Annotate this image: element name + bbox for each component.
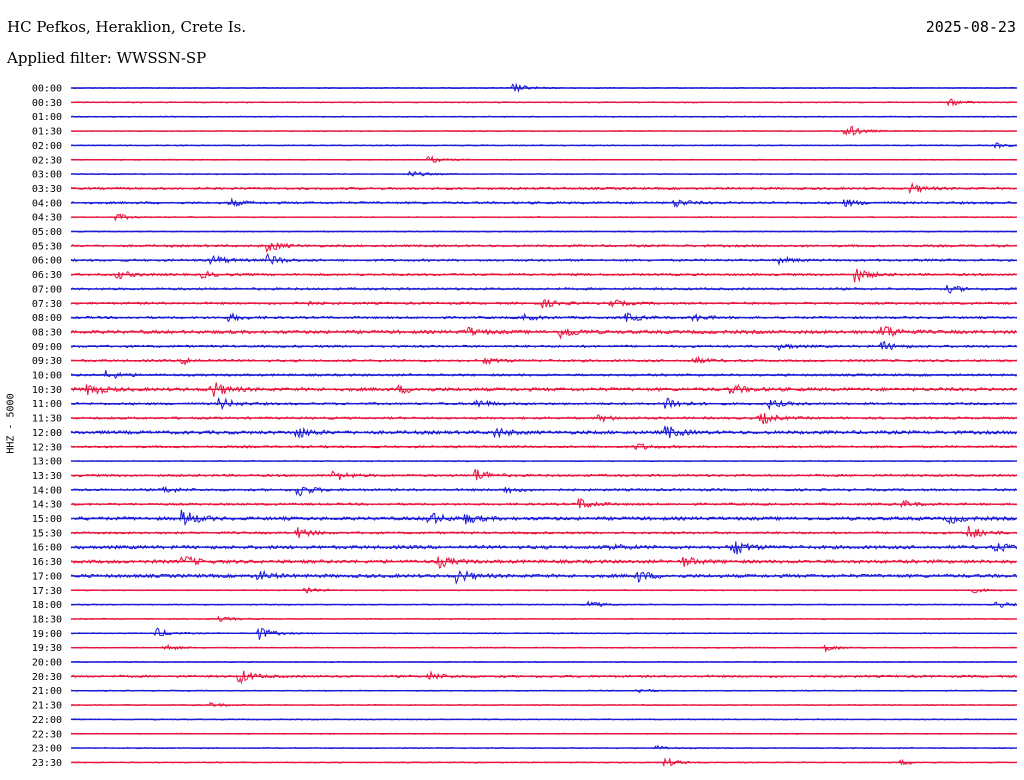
time-label: 15:00 (32, 514, 62, 525)
time-label: 18:30 (32, 614, 62, 625)
time-label: 19:30 (32, 643, 62, 654)
time-label: 21:00 (32, 686, 62, 697)
time-label: 02:00 (32, 141, 62, 152)
time-label: 08:00 (32, 313, 62, 324)
seismic-trace (70, 252, 1017, 267)
time-label: 06:00 (32, 256, 62, 267)
station-title: HC Pefkos, Heraklion, Crete Is. (7, 18, 247, 36)
seismic-trace (70, 485, 1017, 497)
time-label: 05:30 (32, 241, 62, 252)
time-label: 16:00 (32, 543, 62, 554)
time-label: 09:00 (32, 342, 62, 353)
seismic-trace (70, 268, 1017, 283)
time-label: 01:30 (32, 127, 62, 138)
time-label: 01:00 (32, 112, 62, 123)
seismic-trace (70, 509, 1017, 526)
time-label: 03:30 (32, 184, 62, 195)
seismic-trace (70, 468, 1017, 481)
time-label: 19:00 (32, 629, 62, 640)
seismic-trace (70, 382, 1017, 397)
time-label: 03:00 (32, 170, 62, 181)
time-label: 11:00 (32, 399, 62, 410)
time-label: 16:30 (32, 557, 62, 568)
time-label: 23:00 (32, 744, 62, 755)
time-label: 07:00 (32, 284, 62, 295)
time-label: 21:30 (32, 701, 62, 712)
time-label: 04:30 (32, 213, 62, 224)
seismic-trace (70, 370, 1017, 380)
time-label: 02:30 (32, 155, 62, 166)
time-label: 23:30 (32, 758, 62, 769)
time-label: 17:30 (32, 586, 62, 597)
seismic-trace (70, 242, 1017, 253)
time-label: 04:00 (32, 198, 62, 209)
time-label: 20:30 (32, 672, 62, 683)
time-label: 11:30 (32, 414, 62, 425)
time-label: 10:30 (32, 385, 62, 396)
time-label: 12:30 (32, 442, 62, 453)
time-label: 06:30 (32, 270, 62, 281)
time-label: 22:30 (32, 729, 62, 740)
time-label: 00:30 (32, 98, 62, 109)
seismic-trace (70, 555, 1017, 569)
time-label: 08:30 (32, 327, 62, 338)
time-label: 09:30 (32, 356, 62, 367)
time-label: 18:00 (32, 600, 62, 611)
seismic-trace (70, 569, 1018, 585)
time-label: 05:00 (32, 227, 62, 238)
time-label: 10:00 (32, 371, 62, 382)
time-label: 14:30 (32, 500, 62, 511)
time-label: 14:00 (32, 485, 62, 496)
time-label: 22:00 (32, 715, 62, 726)
time-label: 07:30 (32, 299, 62, 310)
date-label: 2025-08-23 (925, 18, 1016, 36)
time-label: 15:30 (32, 528, 62, 539)
time-label: 12:00 (32, 428, 62, 439)
time-label: 13:30 (32, 471, 62, 482)
filter-label: Applied filter: WWSSN-SP (7, 49, 207, 67)
time-label: 20:00 (32, 658, 62, 669)
time-label: 17:00 (32, 571, 62, 582)
time-label: 00:00 (32, 84, 62, 95)
time-label: 13:00 (32, 457, 62, 468)
